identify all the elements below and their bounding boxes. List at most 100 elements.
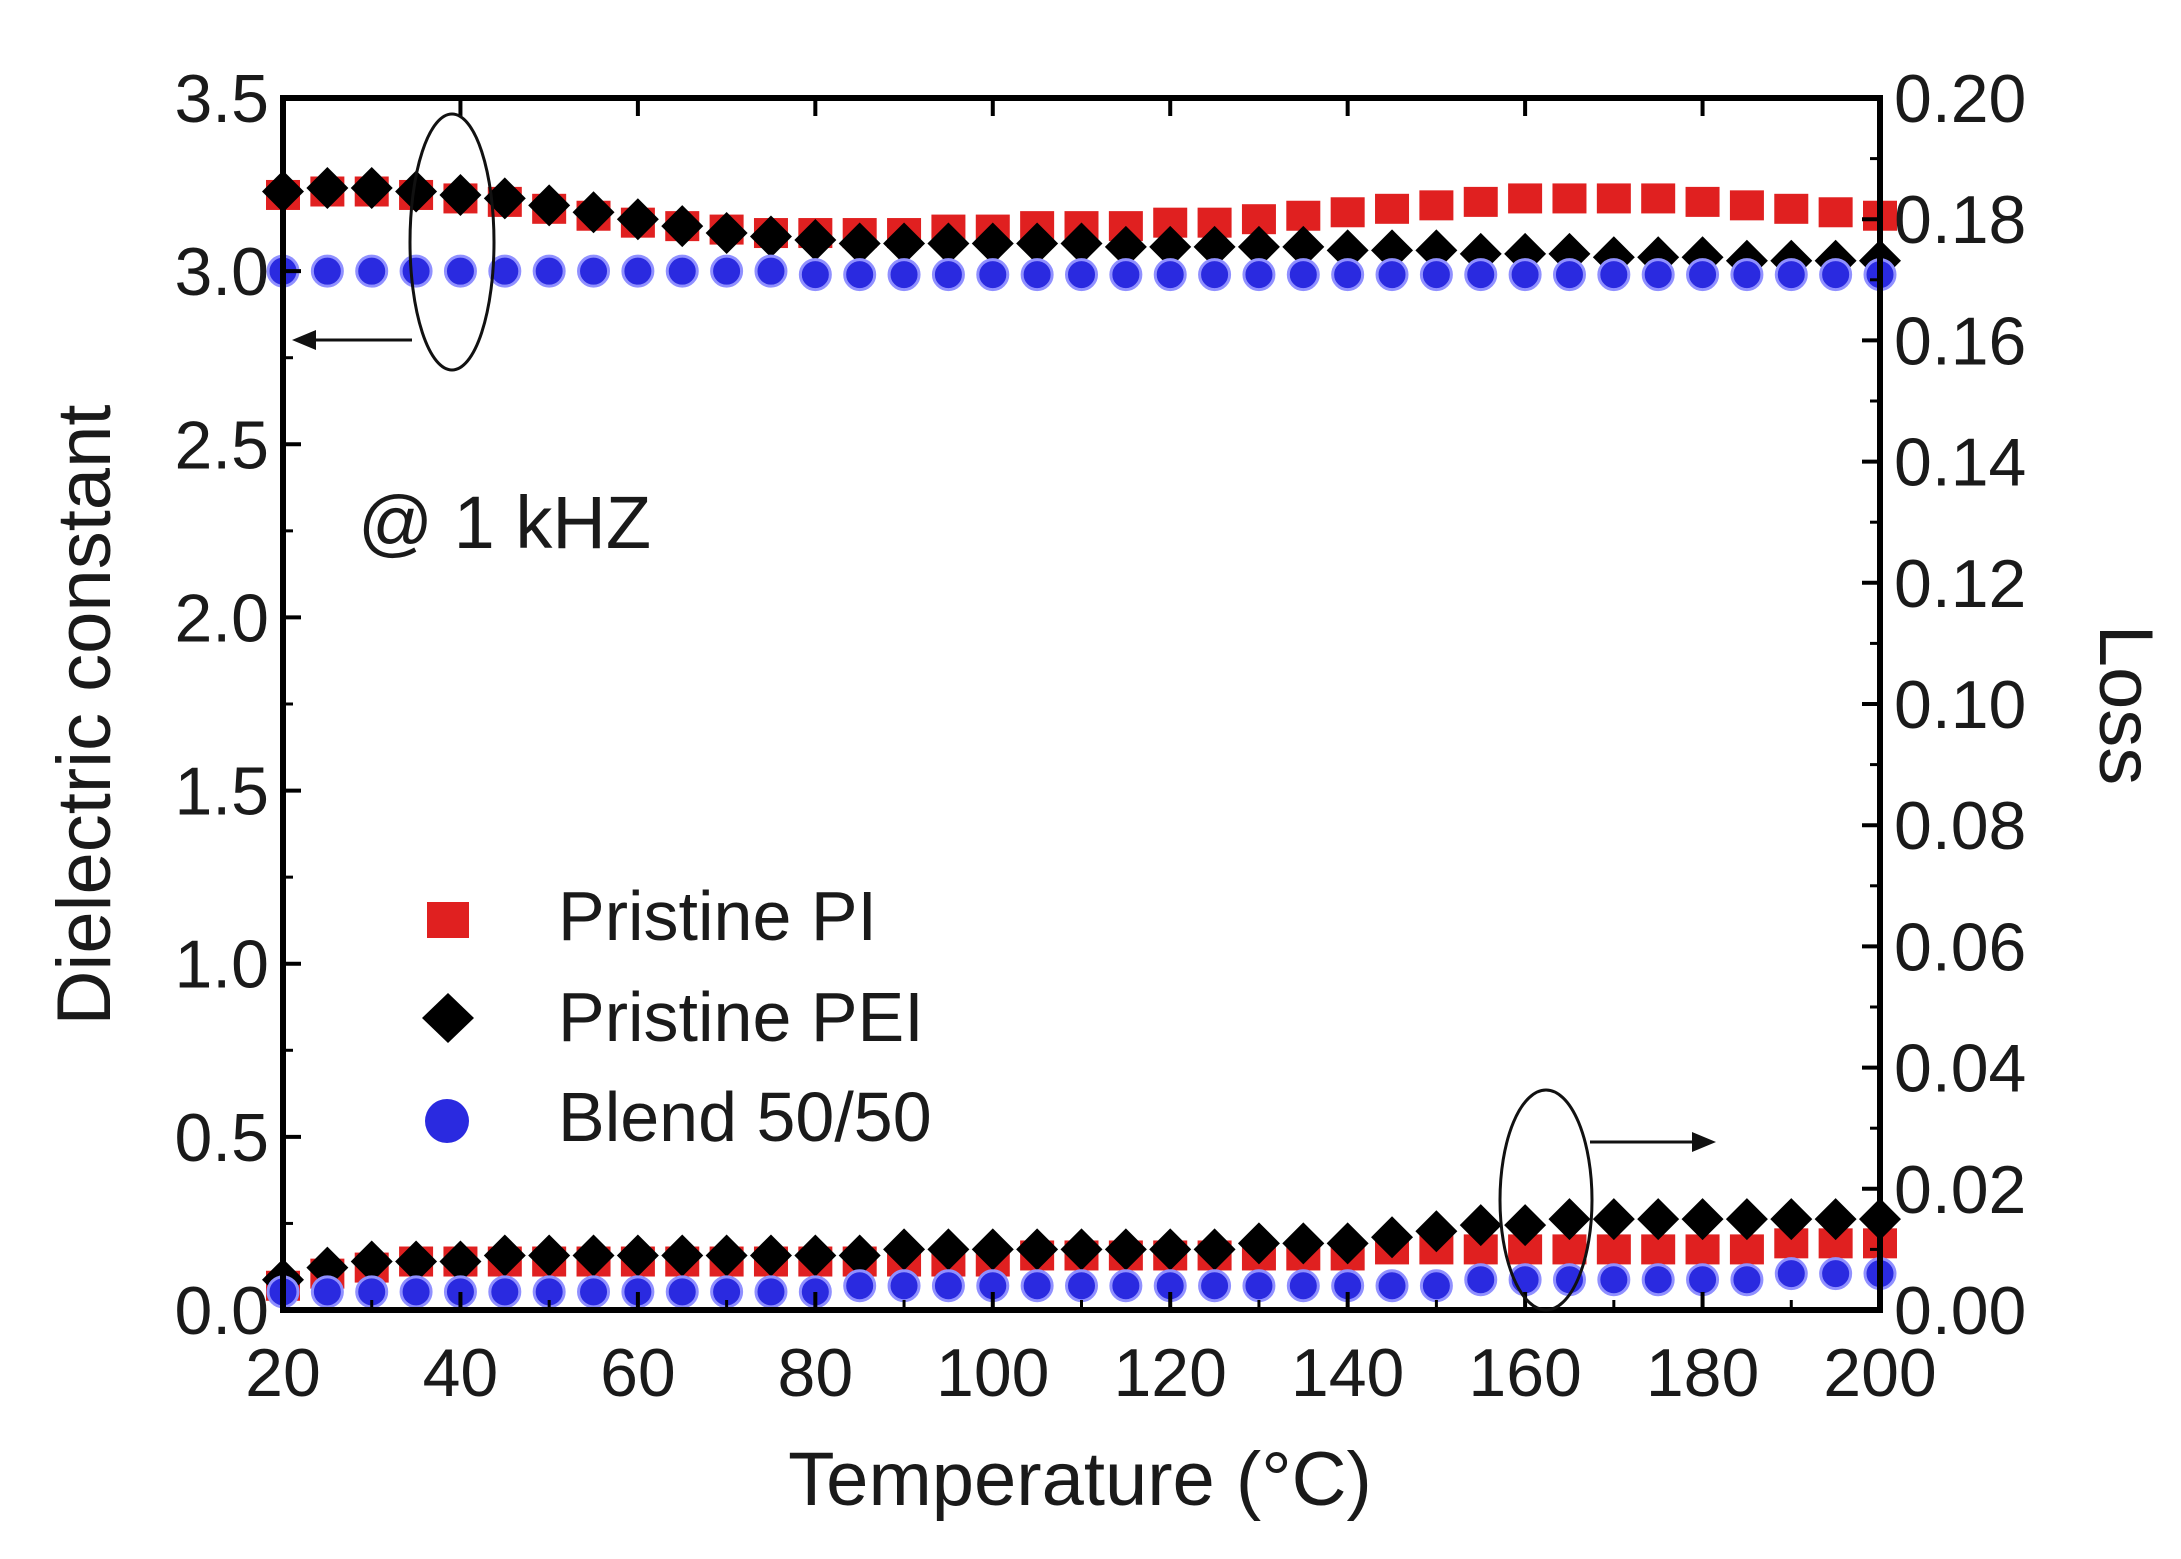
point-blend-50-50-dielectric	[1153, 258, 1187, 292]
y-left-tick-label: 0.5	[174, 1100, 269, 1176]
left-axis-indicator-ellipse	[408, 112, 496, 372]
legend-marker-blend	[425, 1099, 469, 1143]
ticks-layer: 20 40 60 80 100 120 140 160 180 200 0.0 0.5 1.0 1.5 2.…	[174, 61, 2026, 1411]
legend-label-pristine-pei: Pristine PEI	[558, 978, 924, 1056]
point-pristine-pei-loss	[1282, 1222, 1325, 1265]
point-pristine-pei-dielectric	[572, 191, 615, 234]
x-tick-label: 120	[1113, 1335, 1226, 1411]
y-left-tick-label: 2.5	[174, 407, 269, 483]
point-pristine-pei-loss	[1548, 1198, 1591, 1241]
point-pristine-pi-dielectric	[1729, 190, 1764, 221]
point-pristine-pei-dielectric	[971, 222, 1014, 265]
point-blend-50-50-dielectric	[710, 254, 744, 288]
y-right-tick-label: 0.08	[1894, 788, 2026, 864]
y-right-tick-label: 0.04	[1894, 1031, 2026, 1107]
point-blend-50-50-dielectric	[976, 258, 1010, 292]
point-blend-50-50-loss	[1686, 1263, 1720, 1297]
x-tick-label: 140	[1291, 1335, 1404, 1411]
point-pristine-pei-loss	[1237, 1222, 1280, 1265]
point-pristine-pei-dielectric	[1459, 232, 1502, 275]
point-pristine-pi-dielectric	[1685, 186, 1720, 217]
point-blend-50-50-loss	[1109, 1269, 1143, 1303]
point-blend-50-50-dielectric	[798, 258, 832, 292]
point-blend-50-50-loss	[1198, 1269, 1232, 1303]
legend-marker-pristine-pei	[422, 993, 474, 1043]
point-blend-50-50-dielectric	[1020, 258, 1054, 292]
right-axis-indicator-ellipse	[1498, 1088, 1594, 1312]
y-right-tick-label: 0.16	[1894, 303, 2026, 379]
point-blend-50-50-loss	[1020, 1269, 1054, 1303]
point-pristine-pei-loss	[927, 1228, 970, 1271]
point-pristine-pei-loss	[528, 1234, 571, 1277]
point-blend-50-50-loss	[1597, 1263, 1631, 1297]
x-tick-label: 100	[936, 1335, 1049, 1411]
x-tick-label: 200	[1823, 1335, 1936, 1411]
y-left-tick-label: 2.0	[174, 580, 269, 656]
point-pristine-pei-dielectric	[528, 184, 571, 227]
point-blend-50-50-loss	[1375, 1269, 1409, 1303]
point-blend-50-50-dielectric	[355, 254, 389, 288]
y-left-tick-label: 0.0	[174, 1273, 269, 1349]
point-blend-50-50-dielectric	[1109, 258, 1143, 292]
point-pristine-pi-dielectric	[1552, 183, 1587, 214]
point-pristine-pei-loss	[661, 1234, 704, 1277]
point-blend-50-50-dielectric	[1286, 258, 1320, 292]
y-right-tick-label: 0.12	[1894, 546, 2026, 622]
point-blend-50-50-loss	[1065, 1269, 1098, 1303]
point-blend-50-50-dielectric	[1065, 258, 1098, 292]
x-tick-label: 40	[423, 1335, 499, 1411]
y-right-tick-label: 0.18	[1894, 182, 2026, 258]
point-blend-50-50-loss	[1819, 1257, 1853, 1291]
point-pristine-pi-dielectric	[1375, 193, 1410, 224]
point-pristine-pei-loss	[1193, 1228, 1236, 1271]
y-right-tick-label: 0.20	[1894, 61, 2026, 137]
point-blend-50-50-dielectric	[532, 254, 566, 288]
point-pristine-pei-loss	[439, 1240, 482, 1283]
point-pristine-pei-dielectric	[1237, 225, 1280, 268]
point-pristine-pi-dielectric	[1463, 186, 1498, 217]
point-pristine-pei-dielectric	[927, 222, 970, 265]
point-pristine-pei-loss	[1770, 1198, 1813, 1241]
point-pristine-pi-dielectric	[1641, 183, 1676, 214]
point-blend-50-50-loss	[665, 1275, 699, 1309]
point-pristine-pei-loss	[1592, 1198, 1635, 1241]
point-blend-50-50-dielectric	[887, 258, 921, 292]
point-pristine-pei-loss	[1371, 1216, 1414, 1259]
legend-label-pristine-pi: Pristine PI	[558, 877, 877, 955]
point-blend-50-50-dielectric	[931, 258, 965, 292]
point-pristine-pei-dielectric	[1371, 229, 1414, 272]
point-pristine-pei-loss	[1016, 1228, 1059, 1271]
legend: Pristine PI Pristine PEI Blend 50/50	[422, 877, 932, 1156]
y-right-axis-title: Loss	[2083, 625, 2168, 786]
point-blend-50-50-loss	[1286, 1269, 1320, 1303]
point-blend-50-50-dielectric	[1331, 258, 1365, 292]
point-pristine-pei-loss	[749, 1234, 792, 1277]
point-blend-50-50-dielectric	[488, 254, 522, 288]
right-axis-indicator-arrowhead	[1692, 1132, 1716, 1152]
point-pristine-pei-loss	[350, 1240, 393, 1283]
frequency-annotation: @ 1 kHZ	[358, 481, 651, 564]
point-pristine-pei-loss	[1681, 1198, 1724, 1241]
legend-marker-pristine-pi	[427, 902, 469, 938]
plot-frame	[280, 95, 1883, 1313]
point-pristine-pei-dielectric	[1282, 225, 1325, 268]
point-blend-50-50-dielectric	[665, 254, 699, 288]
point-pristine-pi-dielectric	[1774, 193, 1809, 224]
axis-indicators	[292, 112, 1716, 1312]
x-tick-label: 160	[1468, 1335, 1581, 1411]
point-pristine-pi-dielectric	[1330, 197, 1365, 228]
y-right-tick-label: 0.10	[1894, 667, 2026, 743]
point-pristine-pei-dielectric	[616, 198, 659, 241]
point-blend-50-50-loss	[843, 1269, 877, 1303]
point-pristine-pei-loss	[306, 1246, 349, 1289]
point-blend-50-50-loss	[1641, 1263, 1675, 1297]
y-left-tick-label: 3.5	[174, 61, 269, 137]
point-pristine-pei-dielectric	[1415, 229, 1458, 272]
point-pristine-pei-loss	[483, 1234, 526, 1277]
point-pristine-pi-dielectric	[1508, 183, 1543, 214]
point-pristine-pei-loss	[1326, 1222, 1369, 1265]
point-pristine-pei-loss	[1060, 1228, 1103, 1271]
point-pristine-pei-loss	[883, 1228, 926, 1271]
point-pristine-pei-dielectric	[1060, 222, 1103, 265]
